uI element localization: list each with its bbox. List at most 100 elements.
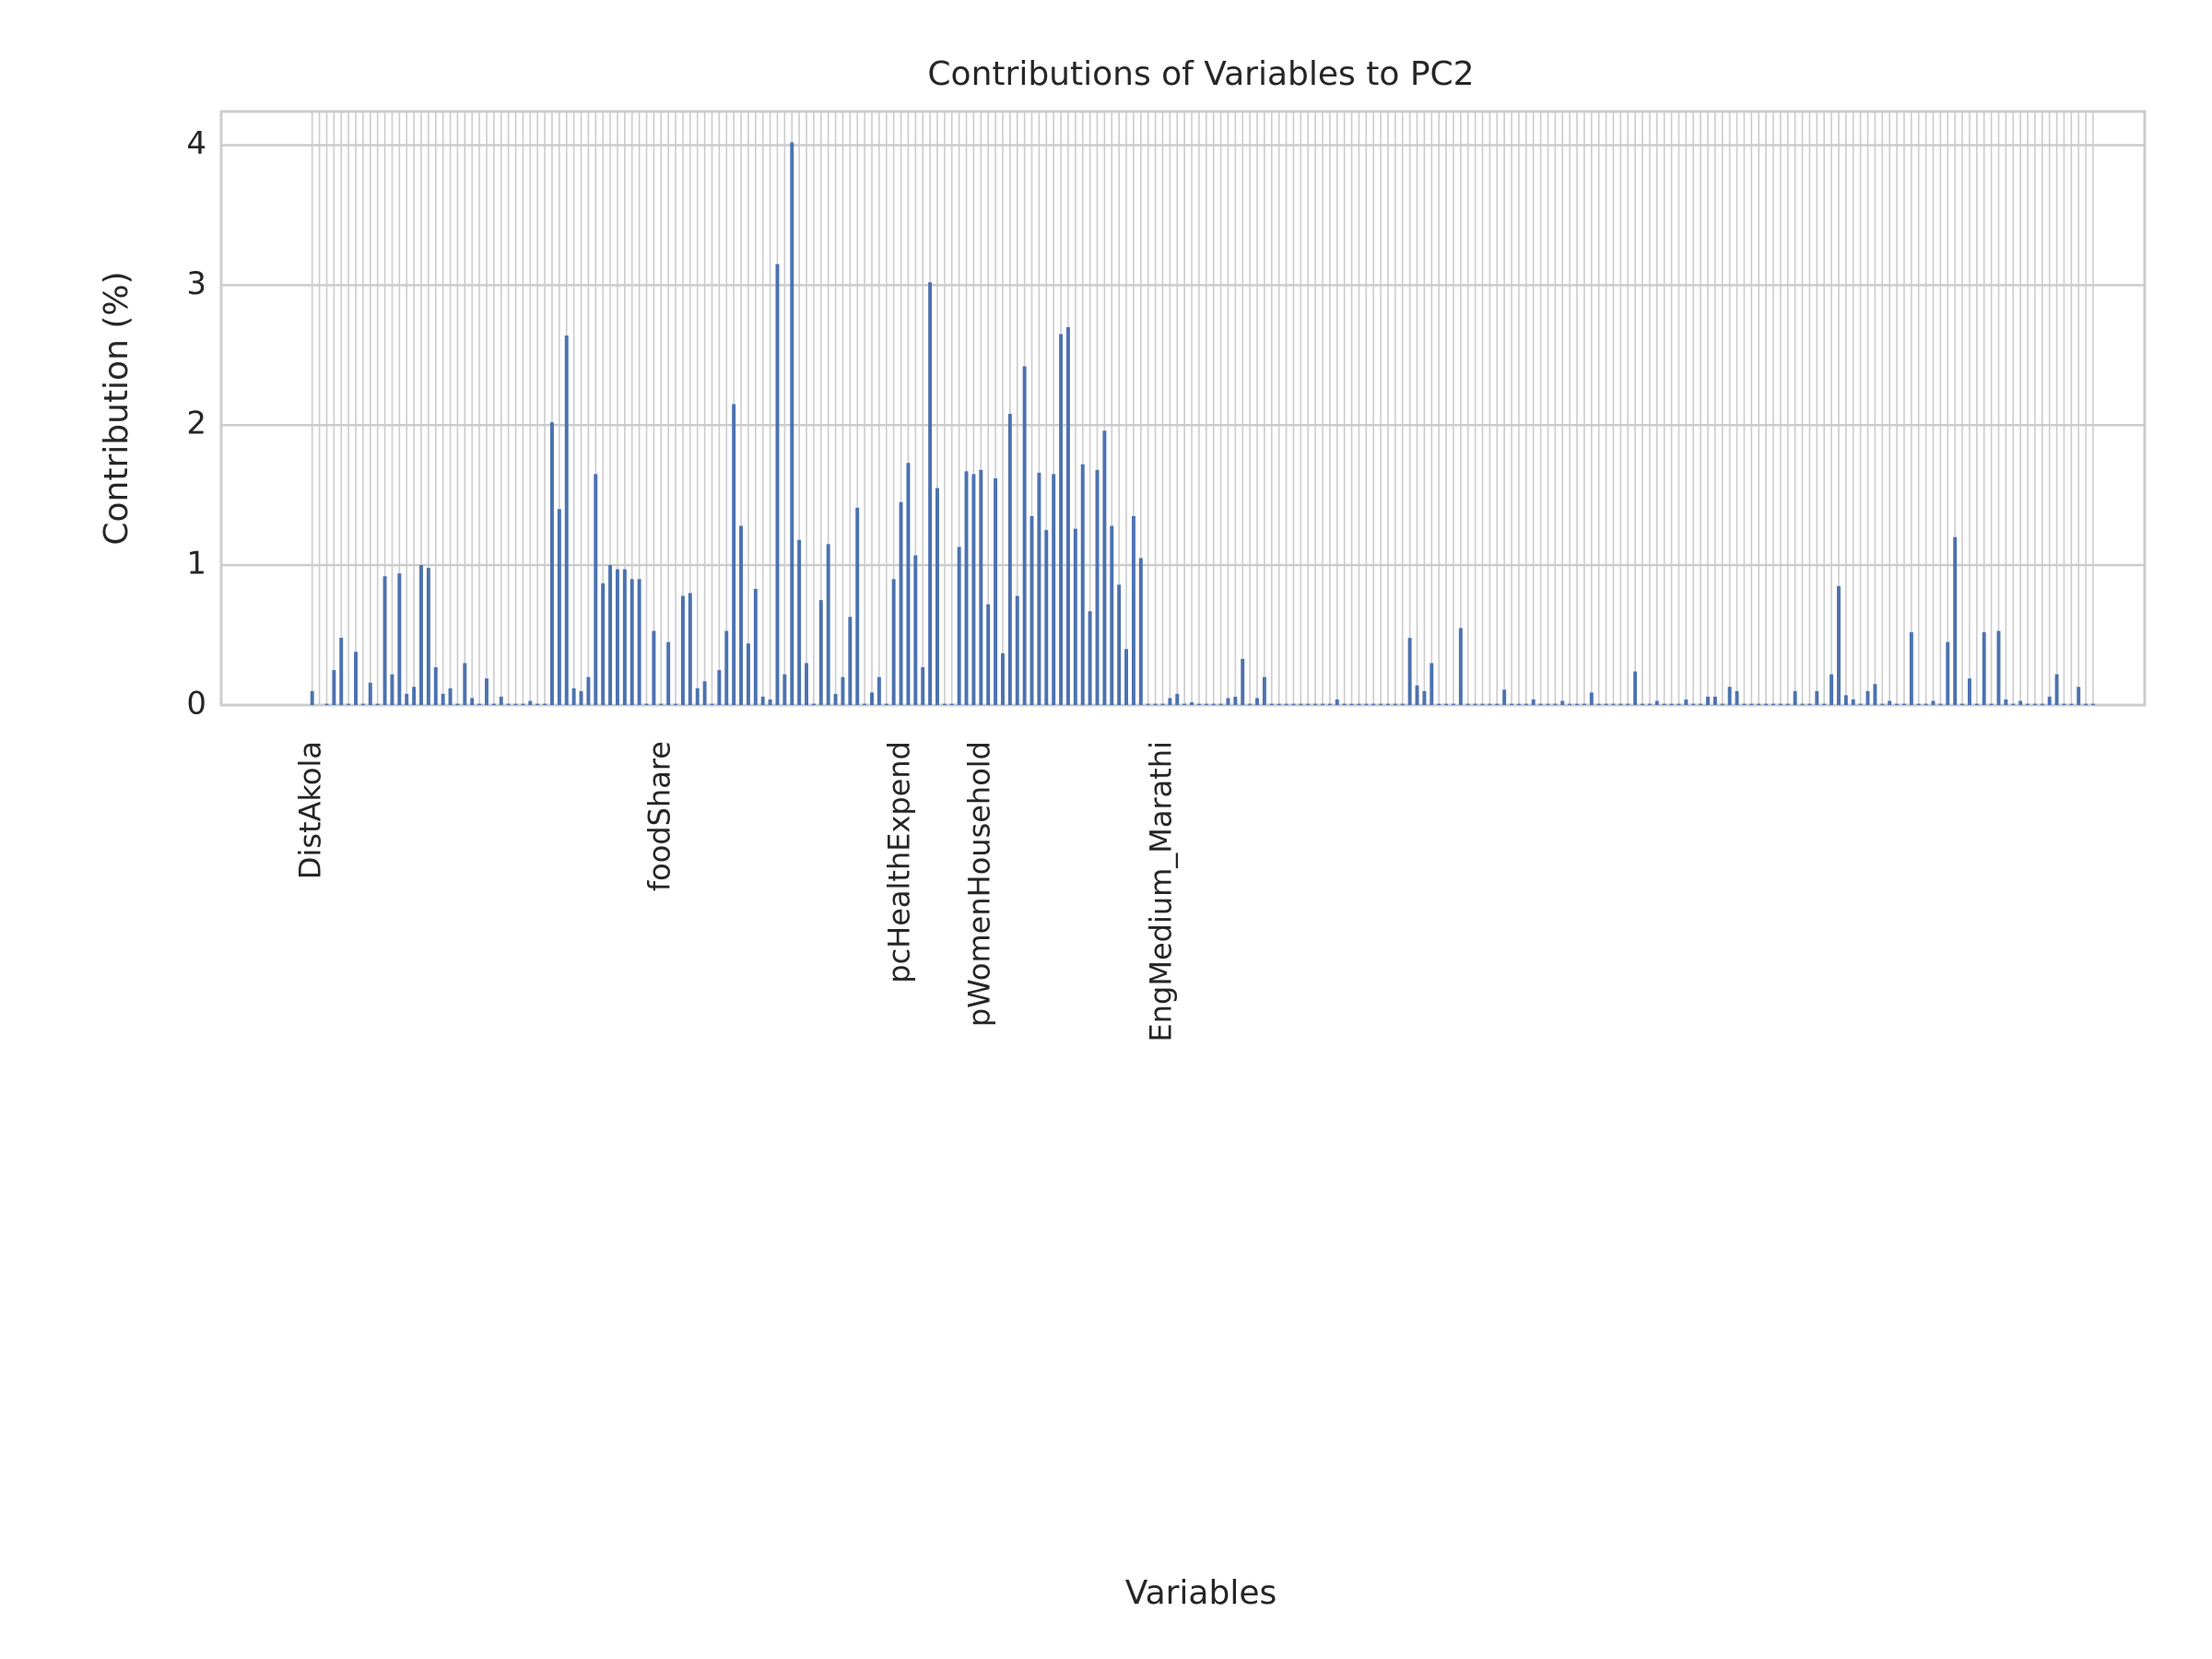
bar [390,674,394,705]
bar [1720,703,1724,705]
bar [717,670,722,705]
y-tick-label: 2 [186,406,206,442]
bar [1211,703,1216,705]
bar [310,690,314,705]
bar [1371,703,1376,705]
bar [1735,690,1739,705]
y-axis-label: Contribution (%) [98,271,135,545]
bar [899,501,903,705]
bar [921,666,925,705]
bar [2032,703,2037,705]
bar [652,630,656,705]
bar [2026,703,2030,705]
bar [811,703,816,705]
bar [1807,703,1812,705]
bar [1771,703,1775,705]
bar [1444,703,1449,705]
bar [1335,699,1339,705]
bar [1073,528,1077,705]
y-tick-label: 3 [186,265,206,302]
bar [594,474,598,705]
y-tick-label: 1 [186,546,206,582]
bar [1226,698,1230,705]
bar [2040,703,2044,705]
bar [1996,630,2001,705]
bar [891,579,896,705]
bar [971,474,976,705]
bar [1052,474,1056,705]
bar [397,573,402,705]
bar [1168,698,1172,705]
bar [1851,699,1855,705]
plot-frame [219,110,2147,707]
bar [586,677,591,705]
bar [1037,472,1041,705]
bar [1641,703,1644,705]
bar [1190,701,1194,705]
bar [1974,703,1979,705]
bar [1749,703,1754,705]
x-tick-label: foodShare [641,741,677,891]
bar [906,463,911,705]
bar [724,630,729,705]
bar [1488,703,1492,705]
bar [928,282,933,705]
bar [1291,703,1296,705]
bar [994,477,998,705]
bar [1102,430,1107,705]
bar [1712,696,1717,705]
bar [1153,703,1158,705]
y-tick-label: 4 [186,125,206,162]
bar [1596,703,1601,705]
bar [680,595,685,705]
bar [1451,703,1455,705]
bar [1982,632,1986,705]
bar [1255,698,1259,705]
bar [833,693,838,705]
bar [1248,703,1253,705]
bar [1480,703,1485,705]
bar [1065,326,1070,705]
bar [615,569,619,705]
bar [455,703,460,705]
bar [441,693,445,705]
bar [1618,703,1623,705]
bar [557,509,561,705]
bar [368,682,372,705]
bar [964,471,969,705]
bar [1742,703,1747,705]
bar [2069,703,2074,705]
bar [470,698,475,705]
bar [1502,689,1507,705]
bar [1909,632,1913,705]
bar [463,663,467,705]
bar [1306,703,1311,705]
bar [1007,414,1012,705]
bar [913,555,918,705]
x-tick-label: pWomenHousehold [961,741,996,1027]
bar [1146,703,1150,705]
bar [1059,334,1064,705]
bar [521,703,525,705]
bar [579,690,583,705]
bar [666,641,671,705]
bar [1865,690,1870,705]
bar [1589,692,1594,705]
bar [1095,469,1100,705]
bar [1677,703,1681,705]
bar [841,677,845,705]
bar [1524,703,1528,705]
bar [957,547,961,705]
bar [1138,558,1143,705]
bar [1931,700,1936,705]
bar [347,703,351,705]
bar [1901,703,1906,705]
bar [1604,703,1608,705]
bar [622,569,627,705]
bar [1321,703,1324,705]
bar [1669,703,1674,705]
bar [942,703,947,705]
bar [1160,703,1165,705]
bar [1277,703,1281,705]
bar [637,579,641,705]
